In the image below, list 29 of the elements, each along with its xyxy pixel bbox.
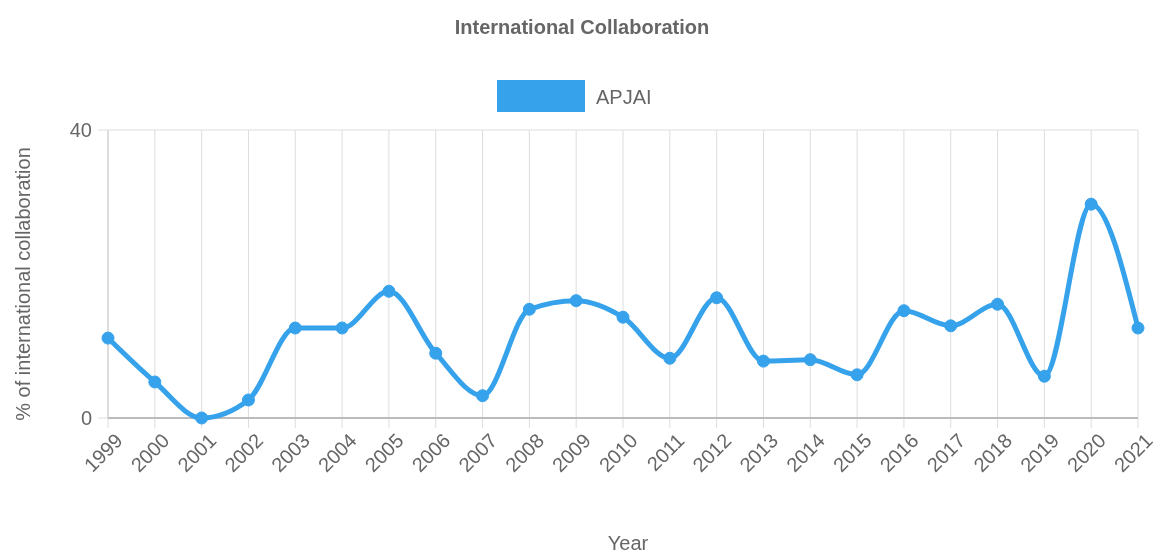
point — [101, 331, 115, 345]
point — [429, 346, 443, 360]
point — [148, 375, 162, 389]
point — [569, 294, 583, 308]
point — [1037, 369, 1051, 383]
point — [850, 368, 864, 382]
point — [335, 321, 349, 335]
chart-title: International Collaboration — [454, 16, 710, 38]
point — [522, 302, 536, 316]
point — [382, 284, 396, 298]
point — [897, 304, 911, 318]
y-tick-label: 40 — [69, 119, 92, 141]
point — [1131, 321, 1145, 335]
point — [803, 353, 817, 367]
point — [476, 389, 490, 403]
y-axis-title: % of international collaboration — [12, 147, 34, 421]
point — [195, 411, 209, 425]
point — [663, 351, 677, 365]
x-axis-title: Year — [607, 532, 649, 554]
y-tick-label: 0 — [80, 407, 92, 429]
point — [944, 319, 958, 333]
point — [288, 321, 302, 335]
point — [1084, 197, 1098, 211]
point — [756, 354, 770, 368]
legend-label: APJAI — [596, 86, 652, 108]
point — [241, 393, 255, 407]
point — [616, 310, 630, 324]
point — [991, 297, 1005, 311]
point — [710, 291, 724, 305]
